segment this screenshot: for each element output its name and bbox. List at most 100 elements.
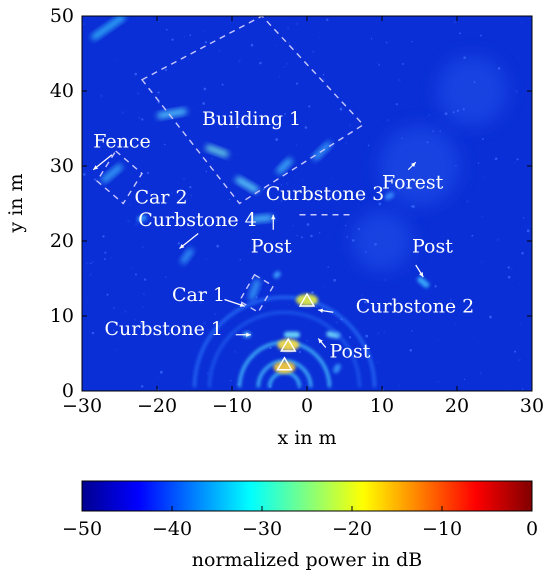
annotation-label: Curbstone 2 [356,295,474,317]
arrow-head [318,308,324,313]
speckle [346,236,349,238]
speckle [479,372,483,375]
speckle [199,300,203,304]
speckle [385,41,388,44]
speckle [508,106,511,109]
speckle [157,376,159,378]
x-tick-label: −30 [62,395,102,417]
speckle [115,349,118,351]
colorbar-tick-label: −20 [332,518,372,540]
reflection-streak [91,16,126,41]
range-arc [208,310,361,388]
speckle [428,113,431,117]
speckle [260,283,262,286]
x-tick-label: 30 [520,395,544,417]
speckle [463,378,465,380]
speckle [280,184,283,186]
arrow-head [411,162,416,167]
speckle [129,203,132,206]
speckle [459,32,462,35]
y-tick-label: 20 [50,230,74,252]
speckle [432,130,434,132]
speckle [295,118,297,120]
speckle [296,234,298,237]
speckle [308,105,311,108]
speckle [238,59,241,63]
speckle [496,238,500,242]
speckle [489,90,491,92]
speckle [183,35,186,38]
speckle [137,116,141,120]
speckle [522,217,525,219]
speckle [164,69,168,72]
reflection-streak [157,108,187,119]
speckle [134,222,138,226]
speckle [480,34,483,37]
colorbar [81,480,533,512]
speckle [182,177,186,181]
speckle [142,292,146,296]
speckle [365,334,369,338]
speckle [228,198,231,201]
speckle [365,241,369,244]
hot-spot [296,294,318,306]
speckle [189,34,192,37]
reflection-streak [417,276,430,288]
forest-haze [379,126,460,206]
speckle [286,26,290,30]
speckle [157,91,160,94]
speckle [326,18,329,21]
speckle [213,343,215,346]
y-tick-label: 10 [50,305,74,327]
speckle [494,157,498,161]
reflection-streak [273,271,281,279]
reflection-streak [284,331,300,338]
speckle [520,21,523,23]
speckle [449,298,453,302]
speckle [157,20,160,23]
speckle [203,87,207,91]
speckle [383,278,387,282]
speckle [480,260,483,263]
speckle [211,157,214,160]
speckle [344,142,347,145]
speckle [141,245,145,249]
speckle [218,49,221,52]
speckle [147,327,150,330]
speckle [367,144,370,147]
arrow-head [419,272,424,277]
speckle [102,235,105,238]
speckle [315,306,318,308]
speckle [497,67,501,70]
speckle [203,29,206,32]
speckle [165,276,167,278]
speckle [361,294,364,297]
speckle [221,83,224,86]
annotation-label: Forest [382,172,444,194]
speckle [375,387,378,389]
speckle [89,273,92,276]
speckle [255,296,258,299]
speckle [355,246,358,248]
speckle [411,330,413,332]
speckle [397,78,401,82]
speckle [411,40,413,43]
speckle [274,45,277,47]
speckle [206,372,210,375]
speckle [348,336,352,339]
speckle [344,224,347,227]
reflection-streak [333,363,341,374]
speckle [192,107,194,109]
speckle [402,63,404,65]
y-axis-label: y in m [5,173,27,233]
speckle [437,380,440,383]
speckle [205,170,208,173]
speckle [403,150,406,153]
speckle [171,192,173,194]
speckle [177,242,181,245]
speckle [490,107,492,110]
speckle [116,59,118,62]
speckle [483,177,486,179]
